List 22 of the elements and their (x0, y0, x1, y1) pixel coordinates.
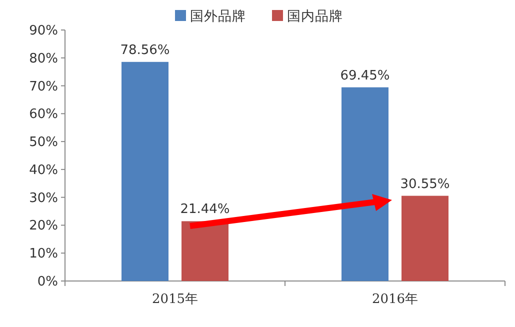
y-tick-label: 60% (29, 107, 58, 122)
data-label: 69.45% (340, 68, 390, 84)
bar (402, 196, 448, 281)
bar (122, 62, 168, 281)
x-tick-label: 2015年 (152, 292, 198, 307)
data-label: 21.44% (180, 202, 230, 218)
legend-label: 国内品牌 (287, 8, 343, 24)
y-tick-label: 40% (29, 162, 58, 178)
data-label: 30.55% (400, 176, 450, 192)
y-tick-label: 70% (29, 79, 58, 94)
data-label: 78.56% (120, 42, 170, 58)
y-tick-label: 90% (29, 24, 58, 38)
y-tick-label: 10% (29, 246, 58, 262)
bar (182, 221, 228, 281)
legend-label: 国外品牌 (190, 8, 246, 24)
y-tick-label: 80% (29, 51, 58, 66)
y-tick-label: 50% (29, 135, 58, 150)
bar (342, 87, 388, 281)
x-tick-label: 2016年 (372, 292, 418, 307)
y-tick-label: 0% (37, 274, 58, 290)
y-tick-label: 30% (29, 190, 58, 206)
y-tick-label: 20% (29, 218, 58, 234)
